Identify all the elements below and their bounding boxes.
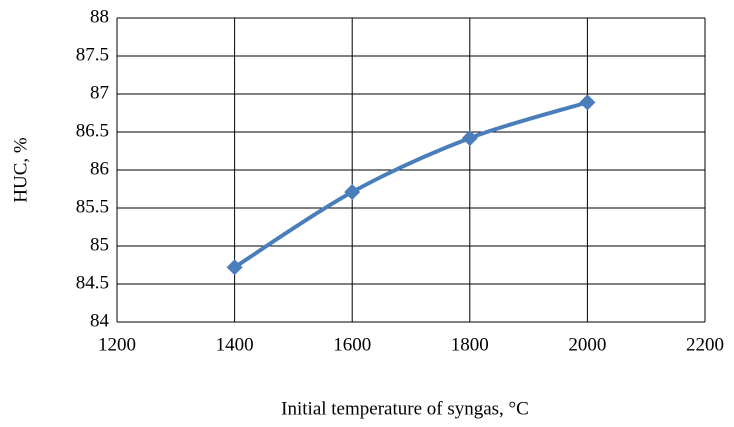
y-tick-label: 84	[90, 310, 110, 331]
series-line	[232, 100, 590, 270]
y-axis-label: HUC, %	[10, 137, 31, 203]
y-tick-label: 87.5	[76, 44, 109, 65]
marker	[226, 259, 243, 276]
x-tick-label: 1800	[451, 334, 489, 355]
x-tick-label: 1200	[98, 334, 136, 355]
y-tick-label: 84.5	[76, 272, 109, 293]
marker	[579, 94, 596, 111]
x-tick-label: 1600	[333, 334, 371, 355]
x-tick-label: 2000	[568, 334, 606, 355]
y-tick-label: 87	[90, 82, 109, 103]
x-tick-label: 1400	[216, 334, 254, 355]
y-tick-label: 86	[90, 158, 109, 179]
x-axis-label: Initial temperature of syngas, °C	[281, 398, 529, 419]
marker	[461, 130, 478, 147]
y-tick-label: 85.5	[76, 196, 109, 217]
y-tick-label: 86.5	[76, 120, 109, 141]
marker	[344, 184, 361, 201]
y-tick-label: 85	[90, 234, 109, 255]
x-tick-label: 2200	[686, 334, 724, 355]
y-tick-label: 88	[90, 6, 109, 27]
